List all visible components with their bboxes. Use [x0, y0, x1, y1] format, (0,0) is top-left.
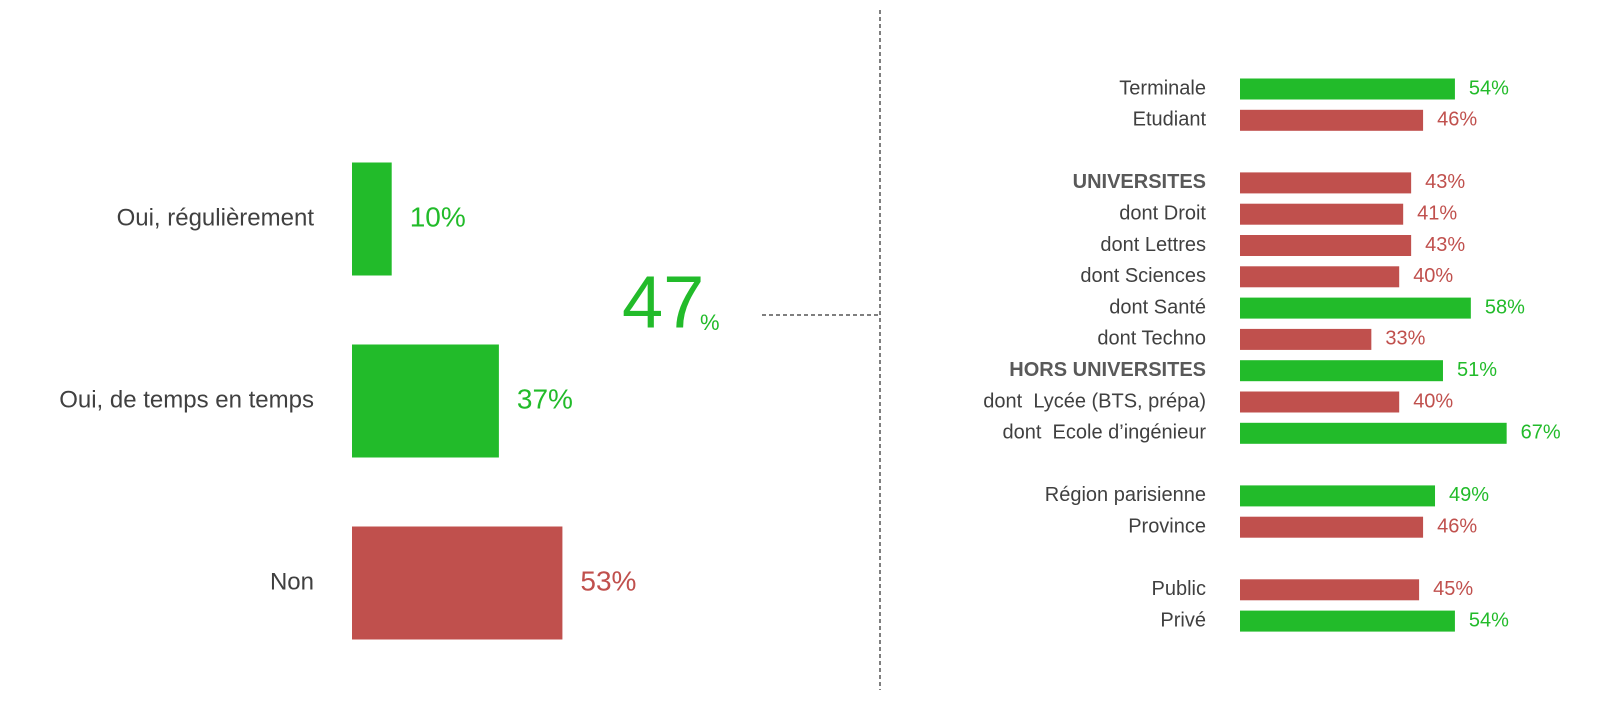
value-label: 49% — [1449, 484, 1489, 506]
category-label: dont Santé — [1109, 296, 1206, 318]
bar — [352, 162, 392, 276]
value-label: 53% — [580, 565, 636, 596]
bar — [1240, 516, 1424, 538]
category-label: Non — [270, 568, 314, 595]
bar — [1240, 297, 1471, 319]
value-label: 41% — [1417, 202, 1457, 224]
category-label: dont Lettres — [1100, 234, 1206, 256]
category-label: dont Droit — [1119, 202, 1206, 224]
category-label: Terminale — [1119, 77, 1206, 99]
category-label: UNIVERSITES — [1073, 171, 1206, 193]
value-label: 67% — [1521, 422, 1561, 444]
value-label: 33% — [1385, 328, 1425, 350]
category-label: dont Lycée (BTS, prépa) — [983, 390, 1206, 412]
value-label: 46% — [1437, 515, 1477, 537]
bar — [1240, 78, 1455, 100]
summary-number: 47 — [622, 261, 704, 344]
bar — [1240, 579, 1420, 601]
summary-unit: % — [700, 310, 720, 335]
value-label: 40% — [1413, 390, 1453, 412]
category-label: dont Ecole d’ingénieur — [1003, 422, 1207, 444]
bar — [352, 344, 499, 458]
value-label: 54% — [1469, 609, 1509, 631]
bar — [352, 526, 563, 640]
bar — [1240, 485, 1436, 507]
value-label: 10% — [410, 201, 466, 232]
category-label: dont Techno — [1097, 328, 1206, 350]
value-label: 58% — [1485, 296, 1525, 318]
bar — [1240, 422, 1507, 444]
category-label: HORS UNIVERSITES — [1009, 359, 1206, 381]
value-label: 45% — [1433, 578, 1473, 600]
bar — [1240, 328, 1372, 350]
category-label: Oui, de temps en temps — [59, 386, 314, 413]
value-label: 46% — [1437, 109, 1477, 131]
value-label: 43% — [1425, 171, 1465, 193]
category-label: Public — [1152, 578, 1206, 600]
bar — [1240, 109, 1424, 131]
value-label: 37% — [517, 383, 573, 414]
value-label: 43% — [1425, 234, 1465, 256]
category-label: Privé — [1160, 609, 1206, 631]
bar — [1240, 360, 1443, 382]
category-label: Etudiant — [1133, 109, 1207, 131]
category-label: Oui, régulièrement — [117, 204, 315, 231]
bar — [1240, 172, 1412, 194]
category-label: Province — [1128, 515, 1206, 537]
value-label: 40% — [1413, 265, 1453, 287]
value-label: 54% — [1469, 77, 1509, 99]
value-label: 51% — [1457, 359, 1497, 381]
bar — [1240, 266, 1400, 288]
category-label: dont Sciences — [1080, 265, 1206, 287]
bar — [1240, 203, 1404, 225]
category-label: Région parisienne — [1045, 484, 1206, 506]
bar — [1240, 235, 1412, 256]
bar — [1240, 610, 1455, 632]
bar — [1240, 391, 1400, 413]
